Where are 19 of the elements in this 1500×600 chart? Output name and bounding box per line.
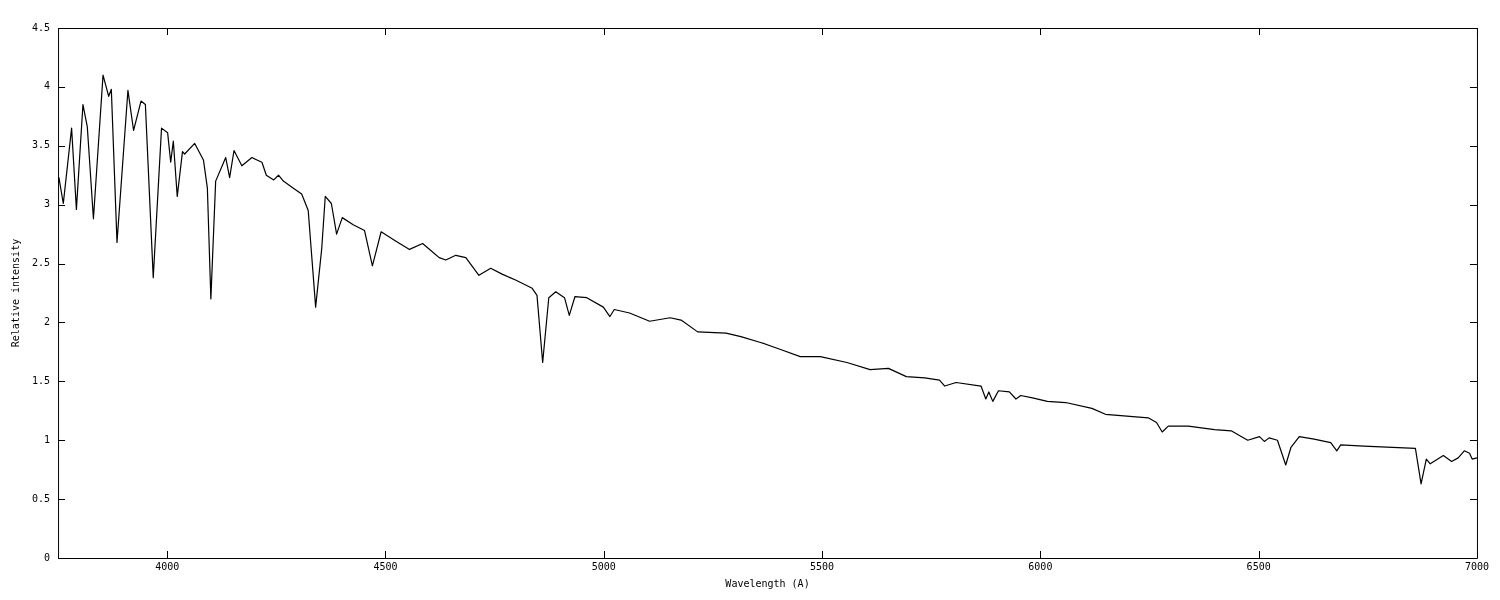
x-tick-label: 6000 — [1028, 560, 1053, 572]
x-tick-label: 4000 — [155, 560, 180, 572]
y-tick-label: 0 — [44, 551, 51, 563]
y-tick-label: 4 — [44, 80, 51, 92]
y-tick-label: 3 — [44, 198, 51, 210]
x-tick-label: 7000 — [1464, 560, 1490, 572]
y-tick-label: 1 — [44, 433, 51, 445]
y-tick-label: 1.5 — [32, 374, 51, 386]
x-tick-label: 6500 — [1246, 560, 1271, 572]
y-tick-label: 0.5 — [32, 492, 51, 504]
y-axis-title: Relative intensity — [9, 238, 21, 348]
y-tick-label: 2 — [44, 316, 51, 328]
x-tick-label: 5500 — [810, 560, 835, 572]
x-tick-label: 5000 — [591, 560, 616, 572]
x-tick-label: 4500 — [373, 560, 398, 572]
x-axis-title: Wavelength (A) — [725, 577, 810, 589]
y-tick-label: 3.5 — [32, 139, 51, 151]
y-tick-label: 2.5 — [32, 257, 51, 269]
y-tick-label: 4.5 — [32, 21, 51, 33]
